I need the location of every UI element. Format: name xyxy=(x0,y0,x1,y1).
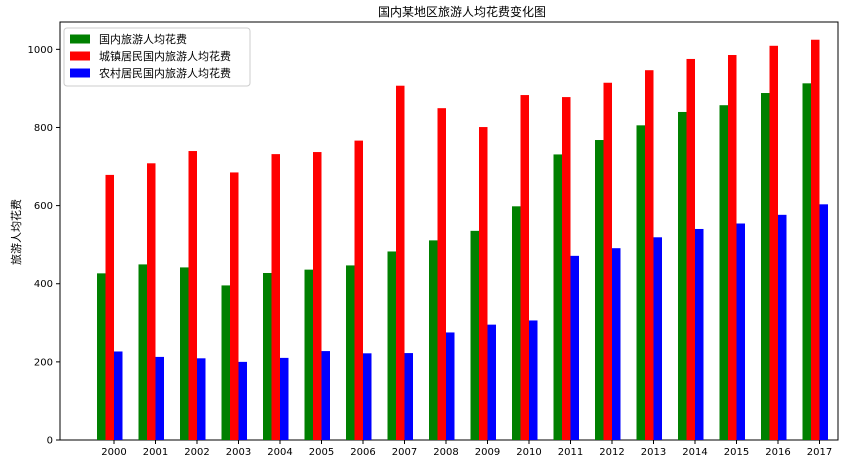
legend-box xyxy=(63,27,251,87)
x-tick-label: 2009 xyxy=(475,447,500,458)
bar xyxy=(778,214,787,440)
bar xyxy=(470,230,479,440)
x-tick-label: 2012 xyxy=(599,447,624,458)
bar xyxy=(363,353,372,440)
y-tick-label: 600 xyxy=(34,201,53,212)
legend-swatch xyxy=(70,68,90,78)
bar xyxy=(678,111,687,441)
bar xyxy=(105,174,114,441)
bar xyxy=(802,83,811,441)
bar xyxy=(147,163,156,440)
legend-label: 国内旅游人均花费 xyxy=(99,32,187,46)
bar xyxy=(429,240,438,440)
bar xyxy=(97,273,106,440)
bar xyxy=(321,351,330,440)
bar xyxy=(695,228,704,440)
bar xyxy=(404,353,413,440)
bar xyxy=(512,206,521,440)
x-tick-label: 2017 xyxy=(807,447,832,458)
plot-area: 0 200 400 600 800 1000 2000 2001 2002 2003 2004 200… xyxy=(28,21,839,458)
bar xyxy=(595,140,604,440)
bar xyxy=(437,108,446,440)
x-tick-label: 2004 xyxy=(267,447,292,458)
x-tick-label: 2011 xyxy=(558,447,583,458)
bar xyxy=(188,151,197,440)
bar xyxy=(155,356,164,440)
bar xyxy=(230,172,239,441)
x-tick-label: 2007 xyxy=(392,447,417,458)
y-axis-label: 旅游人均花费 xyxy=(9,199,23,265)
bar xyxy=(553,154,562,441)
x-tick-label: 2013 xyxy=(641,447,666,458)
y-tick-label: 1000 xyxy=(28,45,53,56)
legend-swatch xyxy=(70,34,90,44)
x-tick-label: 2003 xyxy=(226,447,251,458)
legend-label: 城镇居民国内旅游人均花费 xyxy=(99,49,231,63)
bar xyxy=(238,361,247,440)
bar xyxy=(271,154,280,440)
x-tick-label: 2006 xyxy=(350,447,375,458)
bar xyxy=(221,285,230,440)
bar xyxy=(138,264,147,440)
bar xyxy=(570,255,579,440)
bar xyxy=(761,93,770,440)
bar xyxy=(769,45,778,441)
bar xyxy=(529,320,538,440)
bar xyxy=(603,82,612,440)
bar xyxy=(645,70,654,440)
bar xyxy=(114,351,123,440)
bar xyxy=(446,332,455,440)
bar xyxy=(562,97,571,440)
bar xyxy=(396,85,405,440)
bar xyxy=(313,152,322,441)
bar xyxy=(354,140,363,441)
bar xyxy=(197,358,206,440)
bar xyxy=(736,223,745,440)
bar xyxy=(304,269,313,440)
y-tick-label: 0 xyxy=(47,436,53,447)
x-tick-label: 2002 xyxy=(184,447,209,458)
chart-title: 国内某地区旅游人均花费变化图 xyxy=(378,4,546,19)
x-tick-label: 2016 xyxy=(765,447,790,458)
x-tick-label: 2005 xyxy=(309,447,334,458)
x-tick-label: 2001 xyxy=(143,447,168,458)
bar xyxy=(811,39,820,440)
x-tick-label: 2008 xyxy=(433,447,458,458)
bar xyxy=(636,125,645,441)
bar xyxy=(280,357,289,440)
bar xyxy=(479,127,488,441)
x-tick-label: 2014 xyxy=(682,447,707,458)
y-tick-label: 800 xyxy=(34,123,53,134)
bar xyxy=(520,95,529,440)
bar xyxy=(487,324,496,440)
bar xyxy=(387,251,396,440)
legend-label: 农村居民国内旅游人均花费 xyxy=(99,66,231,80)
bar xyxy=(819,204,828,440)
bar xyxy=(612,248,621,440)
bar xyxy=(263,272,272,440)
x-tick-label: 2015 xyxy=(724,447,749,458)
y-tick-label: 400 xyxy=(34,279,53,290)
bar xyxy=(719,105,728,440)
x-tick-label: 2010 xyxy=(516,447,541,458)
bar xyxy=(653,237,662,440)
bar xyxy=(686,58,695,441)
bar xyxy=(180,267,189,440)
x-tick-label: 2000 xyxy=(101,447,126,458)
bar xyxy=(728,55,737,440)
legend-swatch xyxy=(70,51,90,61)
y-tick-label: 200 xyxy=(34,357,53,368)
bar xyxy=(346,265,355,440)
